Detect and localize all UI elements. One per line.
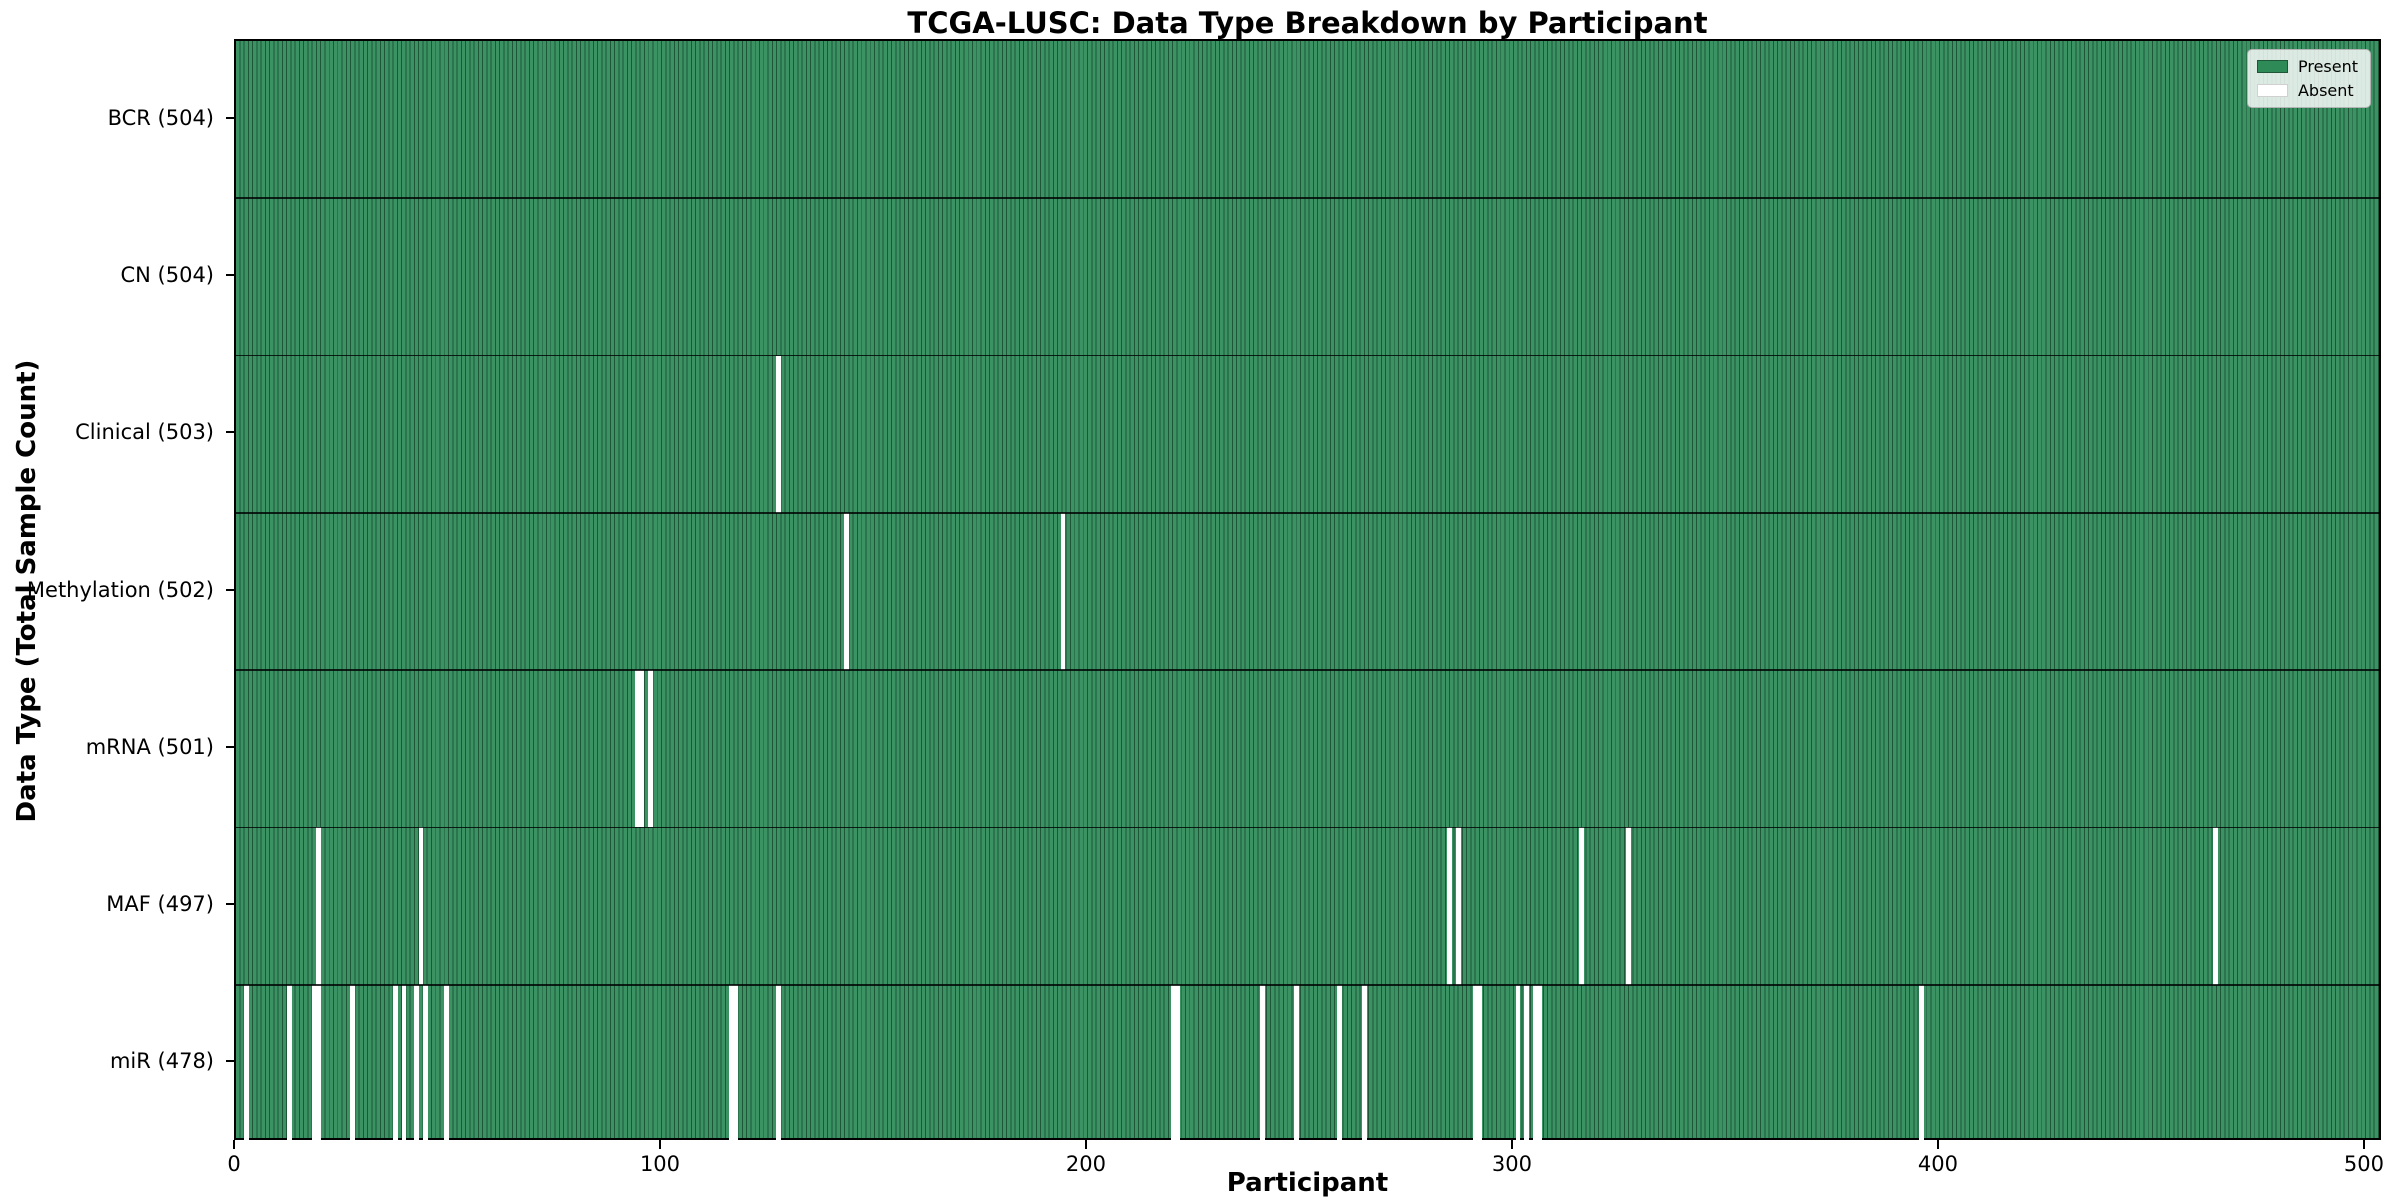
absent-bar xyxy=(733,984,739,1142)
absent-bar xyxy=(316,827,322,985)
row-BCR xyxy=(236,41,2379,198)
row-divider xyxy=(236,669,2379,671)
absent-bar xyxy=(1579,827,1585,985)
row-Clinical xyxy=(236,354,2379,513)
absent-bar xyxy=(1532,984,1538,1142)
absent-bar xyxy=(316,984,322,1142)
absent-bar xyxy=(1626,827,1631,985)
xtick-label-0: 0 xyxy=(227,1152,241,1176)
absent-bar xyxy=(418,827,424,985)
absent-bar xyxy=(1536,984,1542,1142)
absent-bar xyxy=(1260,984,1266,1142)
absent-bar xyxy=(1456,827,1461,985)
plot-area: Present Absent xyxy=(234,39,2381,1142)
legend-label-present: Present xyxy=(2297,57,2358,76)
absent-bar xyxy=(1362,984,1368,1142)
ytick-mark xyxy=(226,273,234,276)
xtick-label-500: 500 xyxy=(2343,1152,2384,1176)
absent-bar xyxy=(728,984,734,1142)
ytick-mark xyxy=(226,431,234,434)
absent-bar xyxy=(244,984,250,1142)
absent-bar xyxy=(1477,984,1483,1142)
row-miR xyxy=(236,983,2379,1142)
row-divider xyxy=(236,826,2379,829)
xtick-label-200: 200 xyxy=(1065,1152,1107,1176)
absent-bar xyxy=(414,984,420,1142)
row-mRNA xyxy=(236,669,2379,828)
ytick-label-Methylation: Methylation (502) xyxy=(26,577,214,602)
absent-bar xyxy=(2212,827,2218,985)
absent-bar xyxy=(444,984,449,1142)
absent-bar xyxy=(843,512,849,671)
xtick-mark xyxy=(2362,1140,2365,1149)
absent-bar xyxy=(648,670,653,828)
absent-bar xyxy=(401,984,407,1142)
absent-bar xyxy=(775,984,781,1142)
absent-bar xyxy=(1515,984,1521,1142)
ytick-label-mRNA: mRNA (501) xyxy=(85,734,214,759)
row-divider xyxy=(236,197,2379,200)
ytick-mark xyxy=(226,745,234,748)
legend: Present Absent xyxy=(2246,49,2371,108)
absent-bar xyxy=(639,670,645,828)
absent-bar xyxy=(350,984,356,1142)
absent-bar xyxy=(775,355,781,513)
absent-bar xyxy=(286,984,292,1142)
absent-bar xyxy=(1175,984,1181,1142)
absent-bar xyxy=(1524,984,1529,1142)
present-swatch xyxy=(2256,60,2288,73)
ytick-mark xyxy=(226,588,234,591)
absent-bar xyxy=(312,984,318,1142)
absent-swatch xyxy=(2256,84,2288,97)
legend-label-absent: Absent xyxy=(2297,81,2354,100)
absent-bar xyxy=(422,984,428,1142)
absent-bar xyxy=(1294,984,1300,1142)
xtick-mark xyxy=(1936,1140,1939,1149)
ytick-mark xyxy=(226,903,234,906)
ytick-label-CN: CN (504) xyxy=(120,262,214,287)
xtick-mark xyxy=(658,1140,661,1149)
x-axis-label: Participant xyxy=(1226,1168,1389,1198)
xtick-label-100: 100 xyxy=(639,1152,681,1176)
row-divider xyxy=(236,354,2379,357)
absent-bar xyxy=(393,984,398,1142)
xtick-mark xyxy=(1510,1140,1513,1149)
absent-bar xyxy=(1447,827,1453,985)
row-CN xyxy=(236,197,2379,355)
ytick-label-MAF: MAF (497) xyxy=(106,892,214,917)
absent-bar xyxy=(1336,984,1342,1142)
xtick-mark xyxy=(233,1140,235,1149)
ytick-mark xyxy=(226,1060,234,1063)
row-divider xyxy=(236,983,2379,986)
ytick-label-BCR: BCR (504) xyxy=(107,105,214,130)
absent-bar xyxy=(1060,512,1066,671)
legend-item-absent: Absent xyxy=(2256,81,2358,100)
xtick-label-300: 300 xyxy=(1491,1152,1533,1176)
row-divider xyxy=(236,512,2379,514)
absent-bar xyxy=(1919,984,1925,1142)
row-MAF xyxy=(236,826,2379,985)
ytick-mark xyxy=(226,116,234,119)
ytick-label-miR: miR (478) xyxy=(109,1049,214,1074)
absent-bar xyxy=(1171,984,1176,1142)
ytick-label-Clinical: Clinical (503) xyxy=(75,420,214,445)
xtick-mark xyxy=(1084,1140,1087,1149)
legend-item-present: Present xyxy=(2256,57,2358,76)
absent-bar xyxy=(635,670,641,828)
xtick-label-400: 400 xyxy=(1917,1152,1958,1176)
chart-title: TCGA-LUSC: Data Type Breakdown by Partic… xyxy=(907,6,1708,40)
absent-bar xyxy=(1473,984,1478,1142)
row-Methylation xyxy=(236,512,2379,671)
